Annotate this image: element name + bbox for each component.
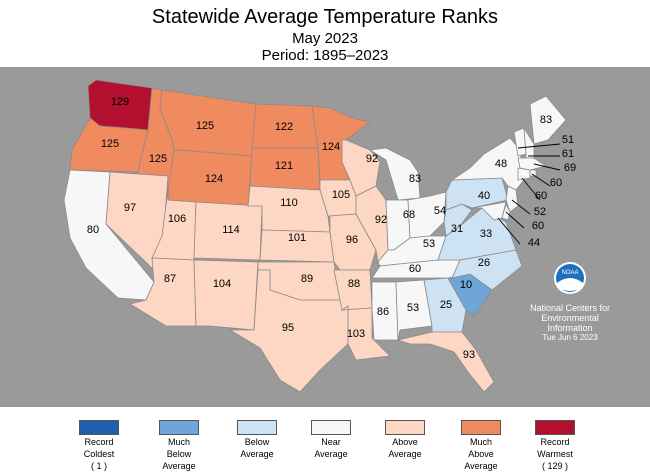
- rank-label-me: 83: [540, 114, 552, 126]
- credit-org-line1: National Centers for: [529, 303, 611, 313]
- legend-swatch: [385, 420, 425, 435]
- state-NM: [193, 259, 259, 331]
- rank-label-md: 44: [528, 237, 540, 249]
- legend-record-warmest: Record Warmest ( 129 ): [520, 417, 590, 471]
- rank-label-wy: 124: [205, 173, 223, 185]
- rank-label-ms: 86: [377, 306, 389, 318]
- state-CT: [517, 167, 531, 181]
- legend-much-below: Much Below Average: [144, 417, 214, 471]
- noaa-logo-icon: NOAA: [554, 262, 586, 294]
- rank-label-ny: 48: [495, 158, 507, 170]
- rank-label-ga: 25: [440, 299, 452, 311]
- rank-label-nc: 26: [478, 257, 490, 269]
- rank-label-ca: 80: [87, 224, 99, 236]
- rank-label-nh: 61: [562, 148, 574, 160]
- rank-label-ok: 89: [301, 273, 313, 285]
- rank-label-ia: 105: [332, 189, 350, 201]
- rank-label-pa: 40: [478, 190, 490, 202]
- legend-swatch: [79, 420, 119, 435]
- rank-label-wa: 129: [111, 96, 129, 108]
- us-temperature-rank-map: 129 125 125 125 124 122 121 124 80 97 106 87 114 104 1…: [0, 67, 650, 407]
- rank-label-wi: 92: [366, 153, 378, 165]
- state-AL: [395, 279, 433, 341]
- map-title: Statewide Average Temperature Ranks: [151, 6, 499, 28]
- rank-label-ma: 69: [564, 162, 576, 174]
- state-MA: [517, 157, 547, 171]
- state-MD: [471, 201, 507, 221]
- credit-org-line3: Information: [547, 323, 593, 333]
- legend-swatch: [159, 420, 199, 435]
- rank-label-wv: 31: [451, 223, 463, 235]
- credit-date: Tue Jun 6 2023: [542, 333, 598, 342]
- rank-label-az: 87: [164, 273, 176, 285]
- credit-org-line2: Environmental: [541, 313, 599, 323]
- rank-label-co: 114: [222, 224, 240, 236]
- rank-label-in: 68: [403, 209, 415, 221]
- legend-swatch: [237, 420, 277, 435]
- noaa-credit: NOAA National Centers for Environmental …: [520, 262, 620, 343]
- rank-label-mo: 96: [346, 234, 358, 246]
- rank-label-ri: 60: [550, 177, 562, 189]
- rank-label-tn: 60: [409, 263, 421, 275]
- rank-label-mn: 124: [322, 141, 340, 153]
- state-MS: [371, 281, 399, 341]
- rank-label-oh: 54: [434, 205, 446, 217]
- state-ME: [529, 95, 567, 145]
- legend-swatch: [311, 420, 351, 435]
- legend-above: Above Average: [370, 417, 440, 459]
- rank-label-ar: 88: [348, 278, 360, 290]
- rank-label-ne: 110: [280, 197, 298, 209]
- rank-label-nj: 52: [534, 206, 546, 218]
- legend-swatch: [461, 420, 501, 435]
- svg-text:NOAA: NOAA: [561, 270, 578, 276]
- legend-much-above: Much Above Average: [446, 417, 516, 471]
- rank-label-ct: 60: [535, 190, 547, 202]
- rank-label-tx: 95: [282, 322, 294, 334]
- state-FL: [396, 331, 495, 393]
- map-subtitle: May 2023: [292, 30, 358, 47]
- rank-label-de: 60: [532, 220, 544, 232]
- legend: Record Coldest ( 1 ) Much Below Average …: [0, 417, 650, 475]
- rank-label-sd: 121: [275, 160, 293, 172]
- rank-label-nm: 104: [213, 278, 231, 290]
- rank-label-la: 103: [347, 328, 365, 340]
- rank-label-id: 125: [149, 153, 167, 165]
- rank-label-ut: 106: [168, 213, 186, 225]
- state-NJ: [505, 185, 519, 213]
- rank-label-va: 33: [480, 228, 492, 240]
- period-label: Period: 1895–2023: [261, 47, 389, 64]
- rank-label-vt: 51: [562, 134, 574, 146]
- legend-near: Near Average: [296, 417, 366, 459]
- rank-label-or: 125: [101, 138, 119, 150]
- rank-label-mt: 125: [196, 120, 214, 132]
- rank-label-nv: 97: [124, 202, 136, 214]
- rank-label-fl: 93: [463, 349, 475, 361]
- legend-below: Below Average: [222, 417, 292, 459]
- rank-label-il: 92: [375, 214, 387, 226]
- callout-lines: [497, 143, 561, 245]
- rank-label-mi: 83: [409, 173, 421, 185]
- rank-label-nd: 122: [275, 121, 293, 133]
- legend-swatch: [535, 420, 575, 435]
- rank-label-ks: 101: [288, 232, 306, 244]
- rank-label-ky: 53: [423, 238, 435, 250]
- legend-record-coldest: Record Coldest ( 1 ): [64, 417, 134, 471]
- rank-label-al: 53: [407, 302, 419, 314]
- rank-label-sc: 10: [460, 279, 472, 291]
- state-TX: [228, 269, 349, 393]
